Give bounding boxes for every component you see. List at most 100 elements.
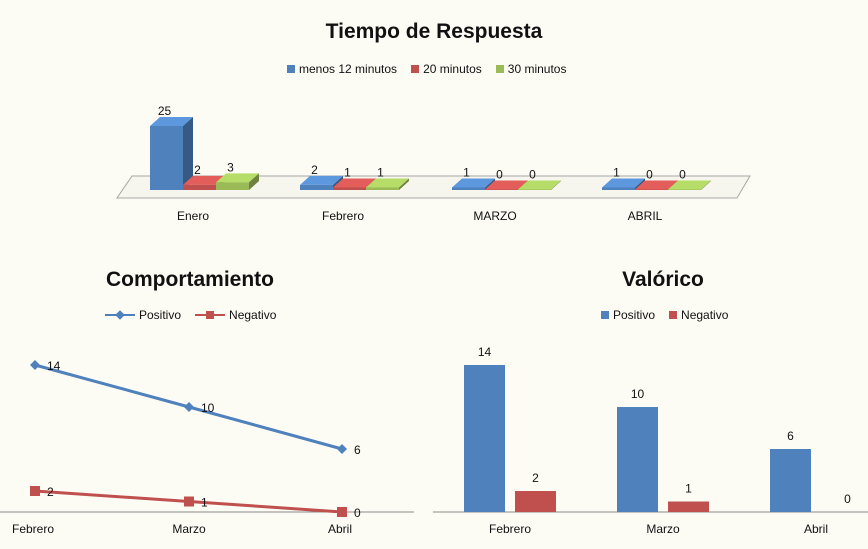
series-swatch [669, 311, 678, 319]
bar-side-face [399, 178, 409, 190]
data-label: 1 [685, 482, 692, 496]
bar-top-face [602, 178, 645, 188]
bar-top-face [668, 180, 711, 190]
point-marker [184, 496, 194, 507]
response-time-legend: menos 12 minutos 20 minutos 30 minutos [287, 62, 566, 76]
bar-front-face [366, 187, 399, 190]
point-marker [30, 486, 40, 496]
bar-front-face [452, 187, 485, 190]
series-swatch [411, 65, 420, 73]
legend-item-positive: Positivo [105, 308, 181, 322]
bar-febrero-2 [366, 178, 409, 190]
bar-side-face [635, 178, 645, 190]
point-marker [30, 360, 40, 370]
bar-side-face [183, 117, 193, 190]
series-swatch [287, 65, 295, 73]
legend-label: Positivo [613, 308, 656, 322]
x-tick-label: Febrero [489, 522, 531, 536]
bar-front-face [668, 189, 701, 190]
data-label: 0 [646, 168, 653, 182]
data-label: 0 [496, 168, 503, 182]
response-time-chart-title: Tiempo de Respuesta [325, 20, 543, 43]
data-label: 2 [311, 163, 318, 177]
point-marker [337, 507, 347, 517]
bar-abril-0 [602, 178, 645, 190]
plot-floor [116, 175, 751, 199]
data-label: 0 [529, 168, 536, 182]
line-key-icon [195, 311, 226, 319]
data-label: 14 [478, 345, 492, 359]
bar-front-face [333, 187, 366, 190]
legend-item-20: 20 minutos [411, 62, 482, 76]
bar-front-face [485, 189, 518, 190]
bar-top-face [452, 178, 495, 188]
legend-label: Negativo [229, 308, 277, 322]
data-label: 1 [344, 165, 351, 179]
bar-side-face [249, 173, 259, 190]
x-tick-label: ABRIL [628, 209, 663, 223]
data-label: 1 [377, 165, 384, 179]
bar-top-face [216, 173, 259, 183]
data-label: 10 [631, 387, 645, 401]
bar-top-face [485, 180, 528, 190]
x-tick-label: Febrero [322, 209, 364, 223]
x-tick-label: Abril [804, 522, 828, 536]
behavior-chart-title: Comportamiento [106, 268, 274, 291]
bar-top-face [635, 180, 678, 190]
data-label: 1 [463, 165, 470, 179]
legend-label: menos 12 minutos [299, 62, 398, 76]
legend-item-positive: Positivo [601, 308, 655, 322]
data-label: 14 [47, 359, 61, 373]
x-tick-label: Marzo [646, 522, 680, 536]
legend-item-30: 30 minutos [495, 62, 567, 76]
data-label: 25 [158, 104, 172, 118]
bar-top-face [300, 175, 343, 185]
bar-febrero-positivo [464, 365, 505, 512]
legend-label: 30 minutos [507, 62, 567, 76]
bar-top-face [333, 178, 376, 188]
bar-enero-2 [216, 173, 259, 190]
bar-side-face [485, 178, 495, 190]
legend-item-under-12: menos 12 minutos [287, 62, 397, 76]
bar-front-face [602, 187, 635, 190]
bar-front-face [150, 126, 183, 190]
bar-top-face [366, 178, 409, 188]
point-marker [184, 402, 194, 412]
bar-febrero-negativo [515, 491, 556, 512]
series-swatch [495, 65, 504, 73]
data-label: 2 [532, 471, 539, 485]
data-label: 0 [354, 506, 361, 520]
bar-enero-0 [150, 117, 193, 190]
series-swatch [601, 311, 609, 319]
legend-item-negative: Negativo [195, 308, 276, 322]
x-tick-label: Marzo [172, 522, 206, 536]
bar-front-face [216, 182, 249, 190]
bar-top-face [150, 117, 193, 126]
data-label: 10 [201, 401, 215, 415]
data-label: 2 [47, 485, 54, 499]
bar-abril-positivo [770, 449, 811, 512]
legend-label: Positivo [139, 308, 182, 322]
data-label: 0 [679, 168, 686, 182]
data-label: 1 [613, 165, 620, 179]
data-label: 3 [227, 160, 234, 174]
bar-marzo-positivo [617, 407, 658, 512]
data-label: 0 [844, 492, 851, 506]
bar-front-face [300, 184, 333, 190]
x-tick-label: Febrero [12, 522, 54, 536]
data-label: 2 [194, 163, 201, 177]
behavior-legend: Positivo Negativo [105, 308, 276, 322]
line-key-icon [105, 311, 135, 319]
bar-top-face [518, 180, 561, 190]
legend-item-negative: Negativo [669, 308, 728, 322]
x-tick-label: Abril [328, 522, 352, 536]
bar-front-face [635, 189, 668, 190]
bar-side-face [701, 180, 711, 190]
bar-front-face [518, 189, 551, 190]
legend-label: 20 minutos [423, 62, 482, 76]
data-label: 1 [201, 496, 208, 510]
bar-side-face [551, 180, 561, 190]
data-label: 6 [787, 429, 794, 443]
data-label: 6 [354, 443, 361, 457]
